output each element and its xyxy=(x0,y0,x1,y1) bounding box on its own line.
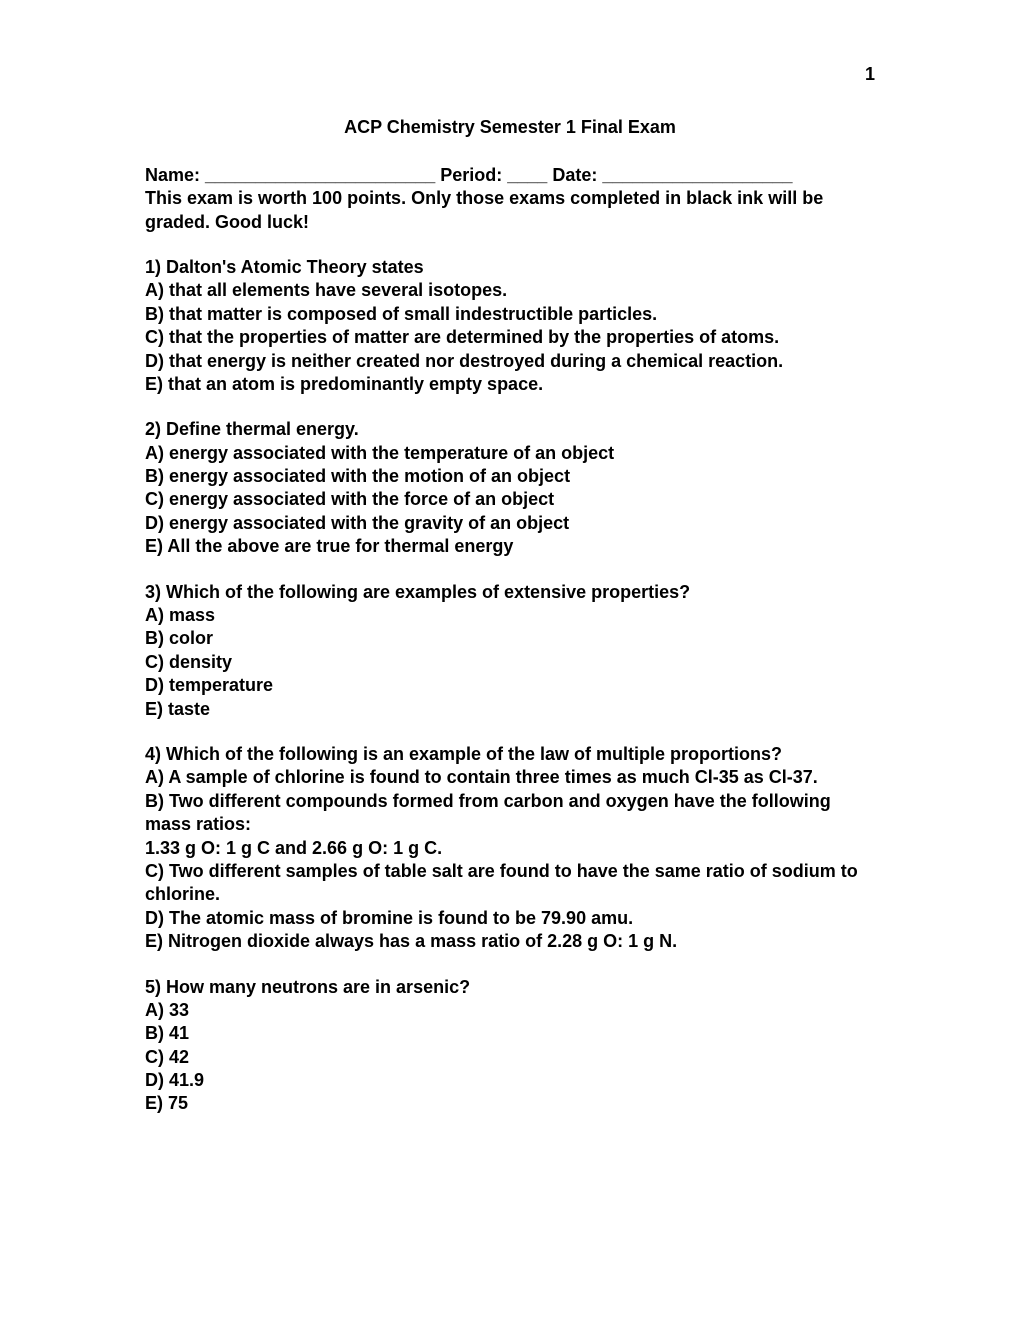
question-prompt: 4) Which of the following is an example … xyxy=(145,743,875,766)
header-fields: Name: _______________________ Period: __… xyxy=(145,164,875,187)
question-option: D) that energy is neither created nor de… xyxy=(145,350,875,373)
question-option: E) taste xyxy=(145,698,875,721)
exam-instructions: This exam is worth 100 points. Only thos… xyxy=(145,187,875,234)
question-option: C) density xyxy=(145,651,875,674)
question-prompt: 1) Dalton's Atomic Theory states xyxy=(145,256,875,279)
question-block: 2) Define thermal energy.A) energy assoc… xyxy=(145,418,875,558)
question-option: B) color xyxy=(145,627,875,650)
question-option: C) that the properties of matter are det… xyxy=(145,326,875,349)
question-block: 4) Which of the following is an example … xyxy=(145,743,875,954)
question-option: C) Two different samples of table salt a… xyxy=(145,860,875,907)
question-option: C) energy associated with the force of a… xyxy=(145,488,875,511)
question-option: A) 33 xyxy=(145,999,875,1022)
question-option: B) that matter is composed of small inde… xyxy=(145,303,875,326)
question-block: 1) Dalton's Atomic Theory statesA) that … xyxy=(145,256,875,396)
question-option: A) that all elements have several isotop… xyxy=(145,279,875,302)
question-option: E) Nitrogen dioxide always has a mass ra… xyxy=(145,930,875,953)
question-option: E) All the above are true for thermal en… xyxy=(145,535,875,558)
question-option: A) mass xyxy=(145,604,875,627)
question-option: E) 75 xyxy=(145,1092,875,1115)
question-option: B) 41 xyxy=(145,1022,875,1045)
question-option: A) A sample of chlorine is found to cont… xyxy=(145,766,875,789)
question-option: E) that an atom is predominantly empty s… xyxy=(145,373,875,396)
question-block: 5) How many neutrons are in arsenic?A) 3… xyxy=(145,976,875,1116)
question-option: D) energy associated with the gravity of… xyxy=(145,512,875,535)
question-prompt: 5) How many neutrons are in arsenic? xyxy=(145,976,875,999)
question-option: 1.33 g O: 1 g C and 2.66 g O: 1 g C. xyxy=(145,837,875,860)
question-block: 3) Which of the following are examples o… xyxy=(145,581,875,721)
exam-title: ACP Chemistry Semester 1 Final Exam xyxy=(145,116,875,139)
question-prompt: 3) Which of the following are examples o… xyxy=(145,581,875,604)
question-option: D) temperature xyxy=(145,674,875,697)
question-option: C) 42 xyxy=(145,1046,875,1069)
question-option: D) 41.9 xyxy=(145,1069,875,1092)
question-option: B) energy associated with the motion of … xyxy=(145,465,875,488)
question-prompt: 2) Define thermal energy. xyxy=(145,418,875,441)
question-option: B) Two different compounds formed from c… xyxy=(145,790,875,837)
question-option: D) The atomic mass of bromine is found t… xyxy=(145,907,875,930)
page-number: 1 xyxy=(145,63,875,86)
questions-container: 1) Dalton's Atomic Theory statesA) that … xyxy=(145,256,875,1116)
question-option: A) energy associated with the temperatur… xyxy=(145,442,875,465)
